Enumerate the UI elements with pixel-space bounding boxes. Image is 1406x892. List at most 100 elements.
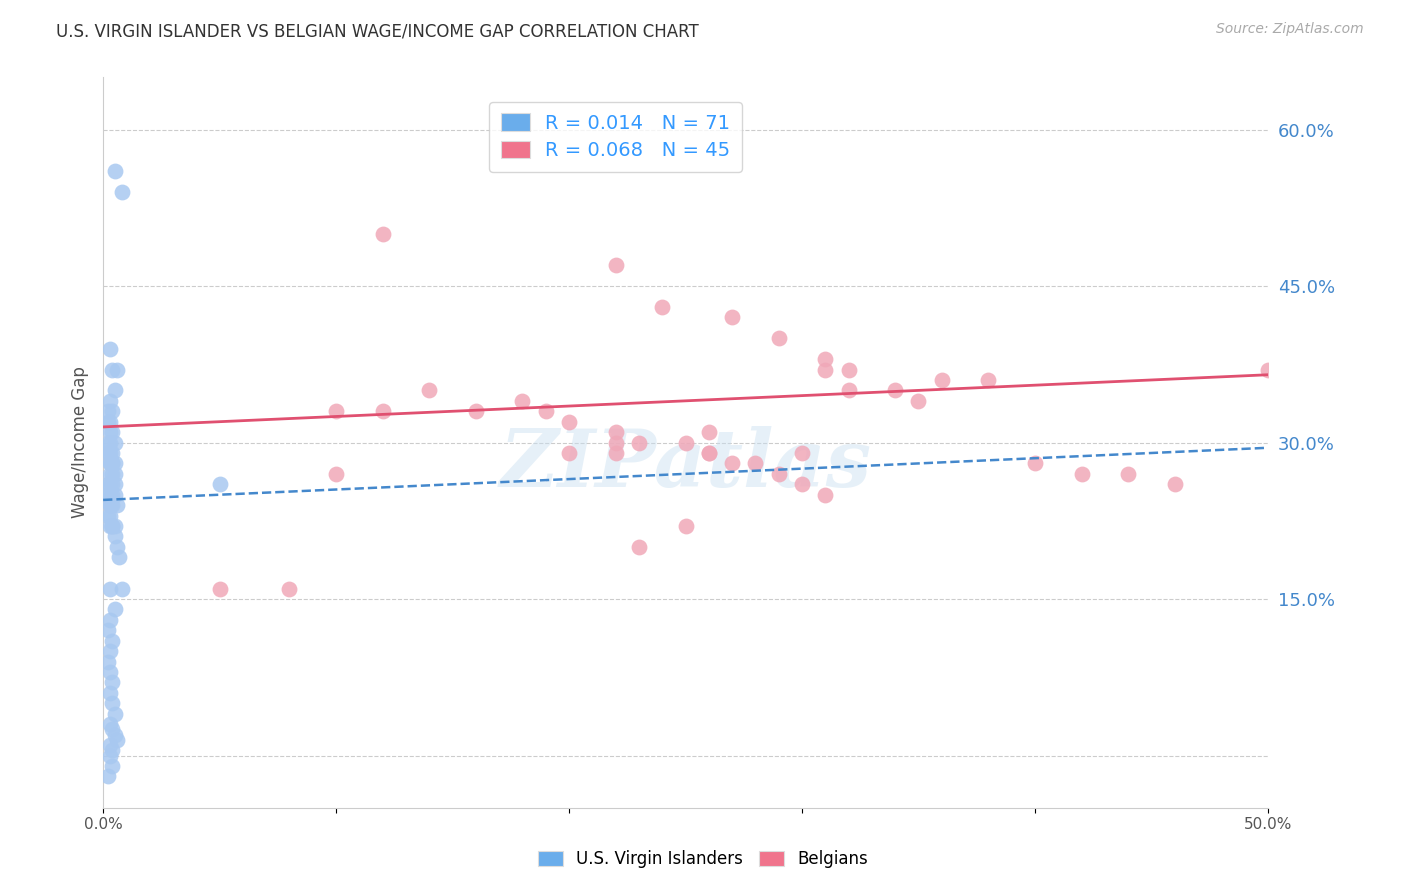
Point [104,384,127,398]
Point [97,446,120,460]
Point [101,697,124,711]
Point [931,373,953,387]
Point [98,342,121,356]
Point [101,498,124,512]
Point [98,393,121,408]
Point [98,748,121,763]
Point [418,384,440,398]
Point [558,415,581,429]
Point [101,488,124,502]
Point [512,393,534,408]
Point [101,446,124,460]
Point [104,435,127,450]
Point [104,477,127,491]
Point [814,352,837,367]
Point [104,602,127,616]
Point [98,498,121,512]
Point [768,331,790,345]
Point [98,613,121,627]
Point [104,706,127,721]
Point [98,457,121,471]
Point [1257,362,1279,376]
Point [101,362,124,376]
Point [98,508,121,523]
Point [675,435,697,450]
Point [97,655,120,669]
Point [371,227,394,241]
Point [97,477,120,491]
Point [98,717,121,731]
Point [98,498,121,512]
Y-axis label: Wage/Income Gap: Wage/Income Gap [72,367,89,518]
Point [98,425,121,439]
Point [98,467,121,481]
Point [371,404,394,418]
Point [977,373,1000,387]
Point [627,435,650,450]
Point [104,467,127,481]
Text: ZIPatlas: ZIPatlas [499,425,872,503]
Point [101,477,124,491]
Point [98,446,121,460]
Point [98,415,121,429]
Point [111,582,134,596]
Point [208,477,231,491]
Point [325,404,347,418]
Point [104,164,127,178]
Point [325,467,347,481]
Point [101,759,124,773]
Point [98,519,121,533]
Point [744,457,766,471]
Point [1116,467,1139,481]
Point [97,488,120,502]
Point [98,477,121,491]
Point [104,529,127,543]
Point [98,457,121,471]
Point [790,477,813,491]
Point [838,384,860,398]
Point [97,624,120,638]
Point [98,644,121,658]
Point [697,446,720,460]
Point [534,404,557,418]
Point [105,732,128,747]
Point [675,519,697,533]
Point [605,258,627,272]
Point [101,519,124,533]
Point [108,550,131,565]
Point [101,743,124,757]
Point [884,384,907,398]
Point [98,665,121,679]
Point [105,498,128,512]
Point [651,300,673,314]
Point [907,393,929,408]
Point [605,435,627,450]
Point [768,467,790,481]
Point [101,519,124,533]
Point [605,425,627,439]
Point [605,446,627,460]
Legend: U.S. Virgin Islanders, Belgians: U.S. Virgin Islanders, Belgians [531,844,875,875]
Point [98,435,121,450]
Point [104,519,127,533]
Point [98,686,121,700]
Point [697,446,720,460]
Point [697,425,720,439]
Point [814,362,837,376]
Point [101,457,124,471]
Legend: R = 0.014   N = 71, R = 0.068   N = 45: R = 0.014 N = 71, R = 0.068 N = 45 [489,102,742,171]
Point [105,362,128,376]
Text: U.S. VIRGIN ISLANDER VS BELGIAN WAGE/INCOME GAP CORRELATION CHART: U.S. VIRGIN ISLANDER VS BELGIAN WAGE/INC… [56,22,699,40]
Point [97,404,120,418]
Point [721,457,744,471]
Point [1070,467,1092,481]
Point [627,540,650,554]
Point [1024,457,1046,471]
Point [838,362,860,376]
Point [101,457,124,471]
Point [104,728,127,742]
Point [104,457,127,471]
Point [101,723,124,737]
Point [97,415,120,429]
Point [721,310,744,325]
